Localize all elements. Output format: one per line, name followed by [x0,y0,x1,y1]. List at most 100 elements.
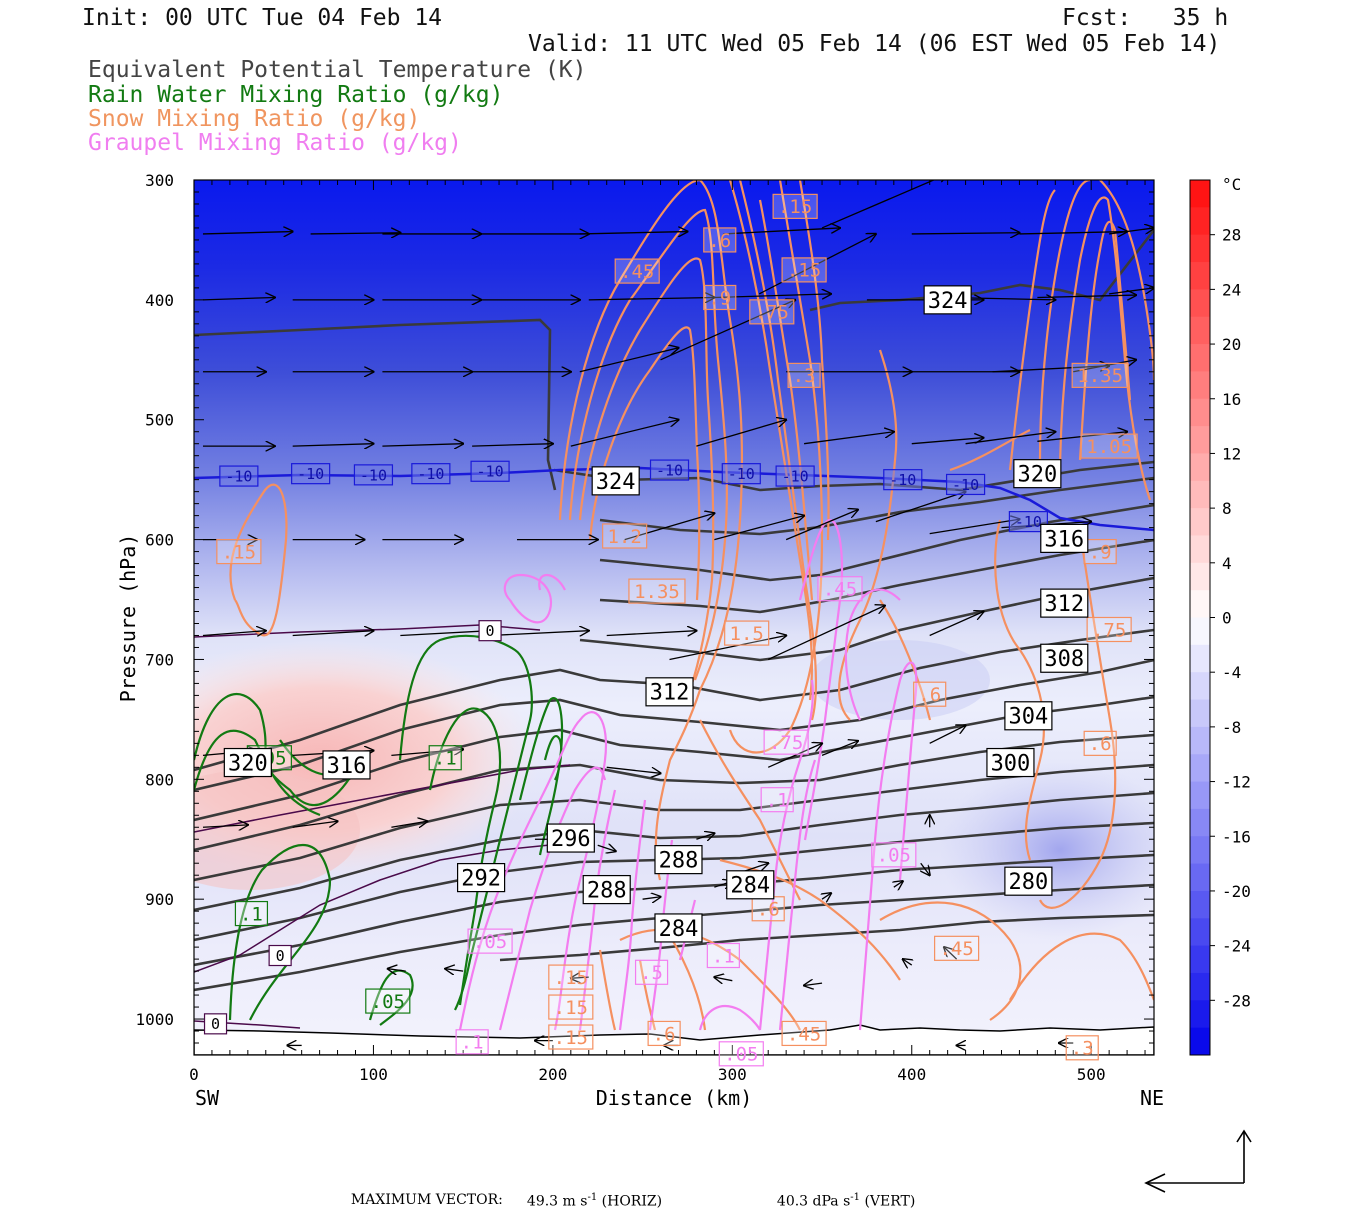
snow-label-box [772,193,818,219]
zero-isotherm-label-text: 0 [486,622,495,640]
snow-label-box [614,258,660,284]
theta-e-label: 312 [1040,588,1089,618]
wind-arrow [597,845,616,851]
wind-arrow [642,897,661,899]
theta-e-label: 280 [1004,866,1053,896]
wind-arrow [767,743,822,768]
snow-label-box [934,935,980,961]
zero-isotherm [194,624,571,1029]
snow-label: .45 [934,935,980,961]
contour-labels: .15 .6 .15 .45 .9 .75 .3 1.35 1.05 .15 1.2 .9 1.35 1.… [203,193,1138,1067]
isotherm-label-text: -10 [225,467,252,485]
colorbar-swatch [1190,972,1210,1001]
y-axis-title: Pressure (hPa) [116,534,140,703]
theta-e-label-text: 280 [1009,870,1049,895]
colorbar-swatch [1190,1000,1210,1029]
wind-arrow [723,228,840,235]
colorbar-swatch [1190,890,1210,919]
rain-contours [194,634,564,1026]
x-tick-label: 400 [897,1065,926,1084]
isotherm-label-text: -10 [889,471,916,489]
theta-e-label-box [1040,643,1089,673]
wind-arrow [490,631,589,636]
graupel-label: .45 [817,576,863,602]
snow-label-box [703,284,737,311]
wind-arrow [929,725,966,744]
theta-e-label-box [591,466,640,496]
wind-arrow [903,959,912,965]
rain-label-box [234,900,269,927]
isotherm-label-box [1008,511,1048,533]
colorbar-swatch [1190,754,1210,783]
snow-label: .15 [548,964,594,990]
horiz-value: 49.3 m s [526,1193,588,1210]
colorbar-swatch [1190,781,1210,810]
theta-e-label: 316 [322,750,371,780]
wind-arrow [714,977,733,981]
snow-label: .15 [216,538,262,565]
vert-exp: -1 [850,1192,861,1203]
isotherm-label-text: -10 [728,465,755,483]
colorbar-swatch [1190,508,1210,536]
snow-label-text: .6 [918,684,941,706]
colorbar-swatch [1190,863,1210,892]
wind-arrow [202,631,266,636]
colorbar-swatch [1190,1027,1210,1056]
wind-arrow [911,438,984,445]
snow-label-text: .15 [554,1027,588,1049]
snow-label-text: .6 [757,899,780,921]
isotherm-label: -10 [649,459,690,481]
snow-label-text: .6 [1089,733,1112,755]
theta-e-label-text: 320 [228,751,268,776]
y-tick-label: 900 [145,890,174,909]
isotherm-label: -10 [721,463,761,485]
forecast-hour: Fcst: 35 h [1062,5,1229,31]
snow-label-text: .6 [653,1023,676,1045]
snow-label: .45 [614,258,660,284]
zero-isotherm-label: 0 [478,620,502,642]
theta-e-label: 284 [726,870,775,900]
colorbar-label: -4 [1222,663,1241,682]
colorbar-label: -28 [1222,991,1251,1010]
wind-arrow [921,862,930,875]
isotherm-label: -10 [470,460,510,482]
snow-label-box [724,620,770,646]
snow-label: .15 [781,257,827,283]
graupel-label: .1 [455,1029,489,1055]
snow-label: .9 [703,284,737,311]
isotherm-label-text: -10 [1015,513,1042,531]
snow-label-text: .6 [708,230,731,252]
wind-arrow [1037,432,1127,442]
wind-arrow [660,300,796,361]
isotherm-label: -10 [775,465,815,487]
theta-e-label-box [1040,523,1089,553]
colorbar-label: -24 [1222,937,1251,956]
wind-arrow [696,420,786,447]
wind-arrow [875,492,966,523]
theta-e-label: 308 [1040,643,1089,673]
y-tick-label: 500 [145,411,174,430]
wind-arrow [391,821,427,827]
footer-horiz: 49.3 m s-1 (HORIZ) [518,1176,662,1210]
wind-arrow [714,294,831,298]
theta-e-label: 320 [1013,459,1062,489]
colorbar-swatch [1190,453,1210,482]
isotherm-label-box [353,464,394,486]
theta-e-label-box [1004,701,1053,731]
theta-e-label-box [582,874,631,905]
rain-label: .1 [428,745,462,771]
isotherm-label-box [883,469,923,491]
snow-label-box [548,964,594,990]
graupel-label-box [871,842,917,868]
snow-label: .6 [751,896,785,922]
graupel-label-box [467,928,513,954]
isotherm-label-text: -10 [477,463,504,481]
colorbar-swatch [1190,207,1210,236]
snow-label-text: .3 [793,365,816,387]
snow-label-text: .45 [939,938,973,960]
graupel-label-box [817,576,863,602]
wind-arrow [579,232,688,234]
colorbar-swatch [1190,726,1210,755]
y-tick-label: 800 [145,770,174,789]
colorbar-swatch [1190,480,1210,509]
